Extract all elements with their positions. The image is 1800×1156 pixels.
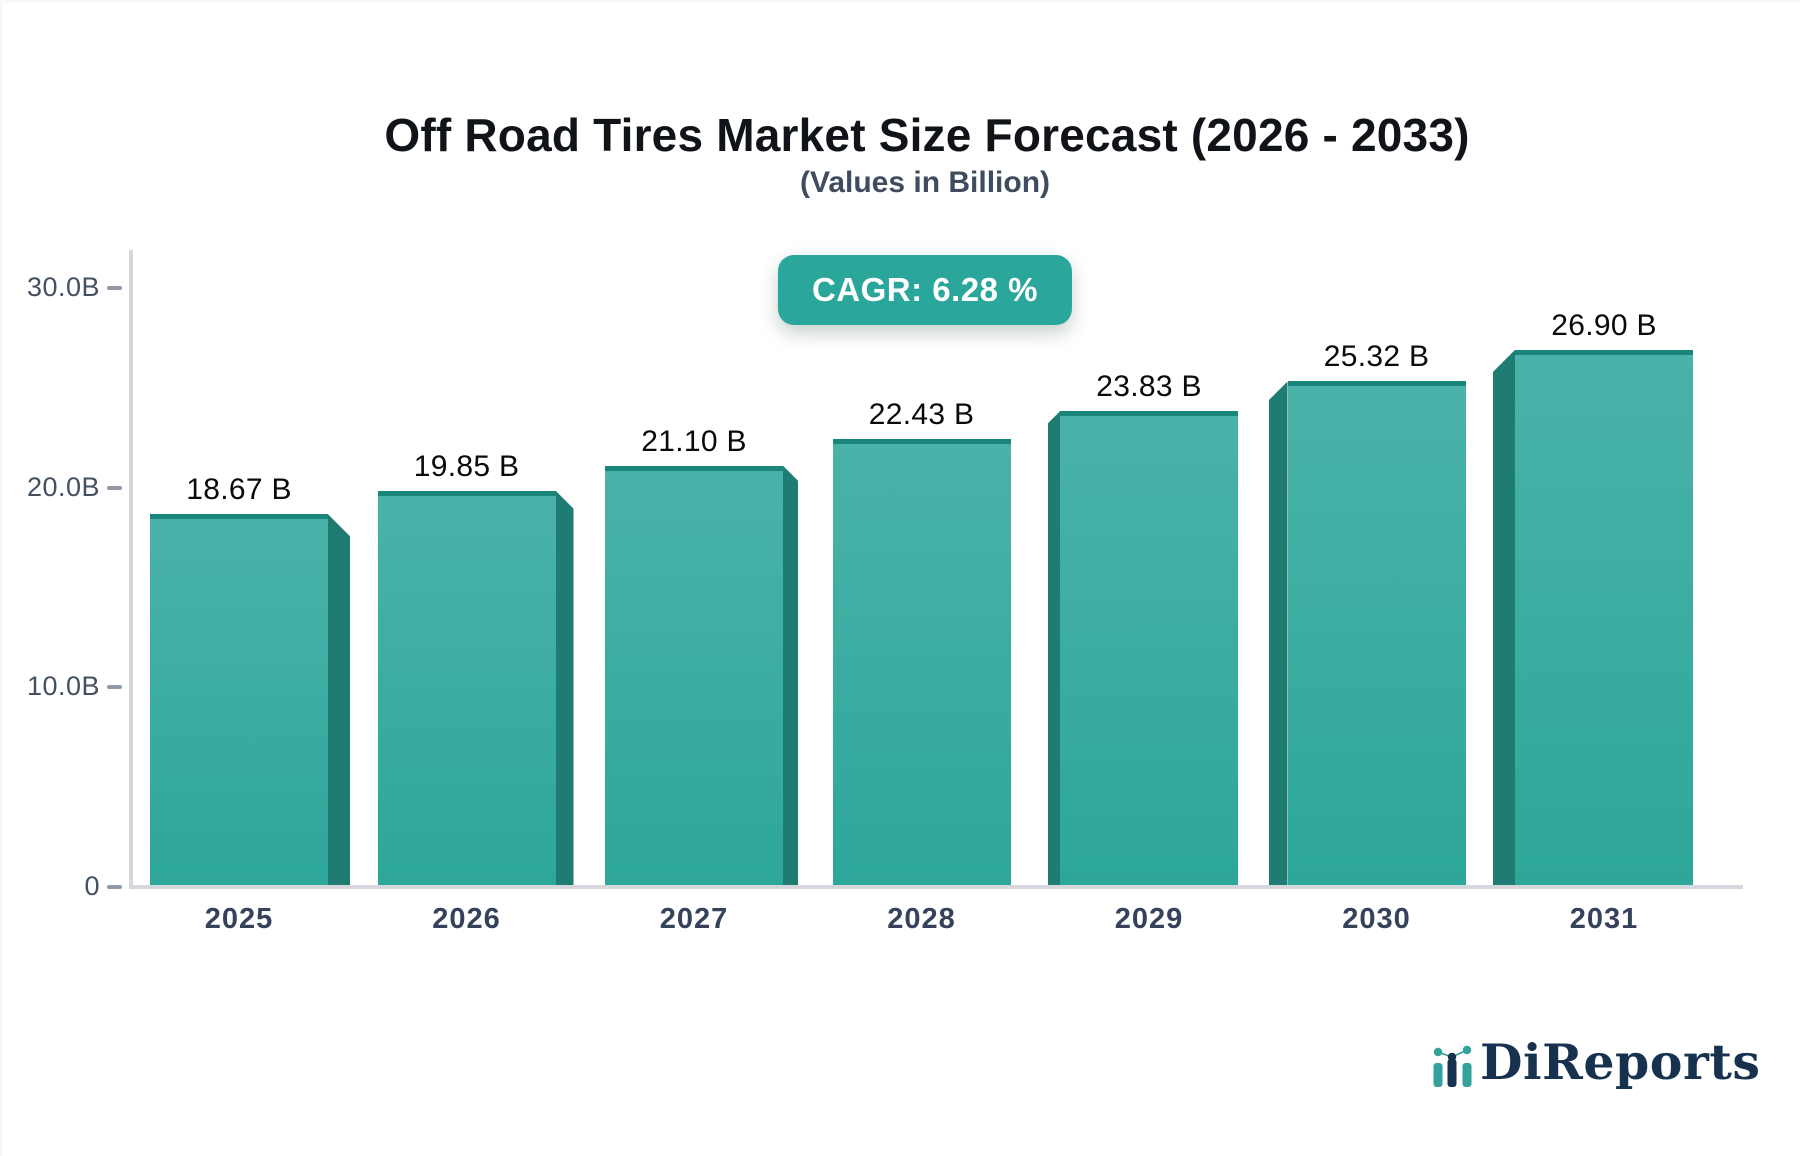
y-axis-tick-label: 10.0B [26,671,100,702]
bar-value-label: 22.43 B [868,398,975,432]
y-axis-line [129,250,133,889]
x-axis-category-label: 2027 [659,903,729,935]
y-axis-tick-label: 20.0B [26,471,100,502]
x-axis-category-label: 2030 [1342,903,1411,935]
brand-name: DiReports [1480,1033,1761,1091]
brand-logo: DiReports [1432,1038,1760,1087]
bar-value-label: 26.90 B [1551,308,1657,342]
x-axis-category-label: 2026 [432,903,501,935]
bar [377,490,556,885]
y-axis-tick [107,485,122,490]
bar [1515,349,1693,885]
bar [1060,411,1238,885]
bar-value-label: 23.83 B [1096,370,1202,404]
bar-3d-side [1268,381,1288,885]
bar [1287,381,1466,885]
y-axis-tick-label: 0 [84,871,100,901]
chart-title: Off Road Tires Market Size Forecast (202… [384,109,1470,161]
x-axis-category-label: 2029 [1114,903,1184,935]
y-axis-tick [107,286,122,290]
bar-3d-side [555,490,574,885]
bar-value-label: 25.32 B [1323,340,1430,374]
x-axis-category-label: 2031 [1569,903,1639,935]
bar [150,514,328,885]
y-axis-tick-label: 30.0B [26,272,100,302]
bar-value-label: 19.85 B [413,449,520,483]
bar [605,465,783,885]
y-axis-tick [107,885,122,889]
x-axis-category-label: 2025 [204,903,274,935]
chart-subtitle: (Values in Billion) [799,166,1051,199]
x-axis-category-label: 2028 [887,903,956,935]
y-axis-tick [107,685,122,690]
bar-value-label: 21.10 B [641,424,747,458]
brand-bar-chart-icon [1433,1045,1472,1087]
bar [832,439,1011,885]
bar-value-label: 18.67 B [186,473,292,507]
cagr-badge: CAGR: 6.28 % [777,255,1073,325]
bar-3d-side [1493,349,1515,885]
bar-3d-side [783,465,798,885]
bar-3d-side [328,514,350,885]
x-axis-line [129,885,1743,889]
bar-3d-side [1048,411,1060,885]
